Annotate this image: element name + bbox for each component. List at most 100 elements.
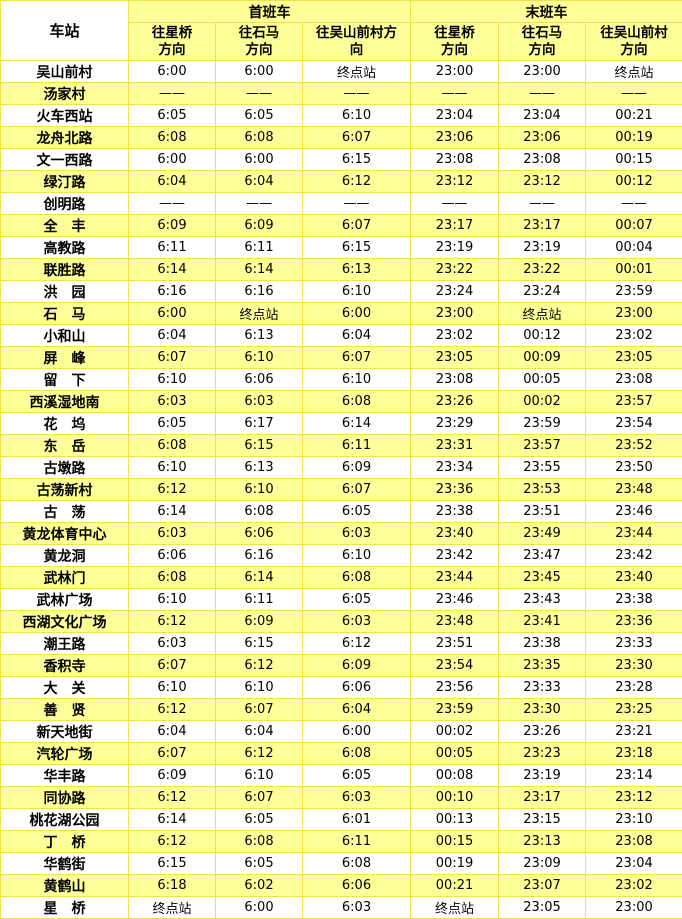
table-row: 丁 桥 6:12 6:08 6:11 00:15 23:13 23:08 xyxy=(0,830,682,853)
time-cell: 00:12 xyxy=(585,170,682,193)
time-cell: 23:15 xyxy=(498,808,587,831)
time-cell: 23:54 xyxy=(585,412,682,435)
time-cell: 23:09 xyxy=(498,852,587,875)
station-cell: 黄龙洞 xyxy=(0,544,129,567)
time-cell: 6:16 xyxy=(215,280,303,303)
time-cell: 6:05 xyxy=(301,500,412,523)
table-row: 古墩路 6:10 6:13 6:09 23:34 23:55 23:50 xyxy=(0,456,682,479)
station-cell: 绿汀路 xyxy=(0,170,129,193)
station-cell: 武林广场 xyxy=(0,588,129,611)
time-cell: 6:00 xyxy=(128,60,216,83)
time-cell: 23:24 xyxy=(410,280,500,303)
table-row: 绿汀路 6:04 6:04 6:12 23:12 23:12 00:12 xyxy=(0,170,682,193)
time-cell: 6:14 xyxy=(301,412,412,435)
station-cell: 花 坞 xyxy=(0,412,129,435)
time-cell: 23:17 xyxy=(498,214,587,237)
time-cell: 00:15 xyxy=(410,830,500,853)
station-cell: 善 贤 xyxy=(0,698,129,721)
time-cell: 23:14 xyxy=(585,764,682,787)
time-cell: 6:00 xyxy=(215,896,303,919)
time-cell: 23:02 xyxy=(410,324,500,347)
time-cell: 6:09 xyxy=(215,610,303,633)
time-cell: 6:13 xyxy=(215,456,303,479)
time-cell: —— xyxy=(585,82,682,105)
time-cell: 6:07 xyxy=(128,742,216,765)
time-cell: 23:22 xyxy=(498,258,587,281)
time-cell: 6:12 xyxy=(128,698,216,721)
time-cell: 6:12 xyxy=(128,830,216,853)
time-cell: —— xyxy=(128,192,216,215)
time-cell: 6:08 xyxy=(215,126,303,149)
time-cell: 6:11 xyxy=(215,236,303,259)
direction-header-first-xingqiao: 往星桥 方向 xyxy=(128,22,216,61)
time-cell: 23:06 xyxy=(498,126,587,149)
table-row: 汽轮广场 6:07 6:12 6:08 00:05 23:23 23:18 xyxy=(0,742,682,765)
station-cell: 华丰路 xyxy=(0,764,129,787)
station-cell: 桃花湖公园 xyxy=(0,808,129,831)
station-cell: 汽轮广场 xyxy=(0,742,129,765)
time-cell: 6:08 xyxy=(301,390,412,413)
time-cell: 6:01 xyxy=(301,808,412,831)
station-cell: 黄鹤山 xyxy=(0,874,129,897)
table-row: 火车西站 6:05 6:05 6:10 23:04 23:04 00:21 xyxy=(0,104,682,127)
time-cell: 6:14 xyxy=(128,808,216,831)
time-cell: 00:15 xyxy=(585,148,682,171)
time-cell: 6:05 xyxy=(215,104,303,127)
table-row: 留 下 6:10 6:06 6:10 23:08 00:05 23:08 xyxy=(0,368,682,391)
table-row: 武林广场 6:10 6:11 6:05 23:46 23:43 23:38 xyxy=(0,588,682,611)
time-cell: 00:02 xyxy=(498,390,587,413)
station-cell: 创明路 xyxy=(0,192,129,215)
time-cell: 6:04 xyxy=(215,170,303,193)
time-cell: 6:15 xyxy=(215,632,303,655)
time-cell: 终点站 xyxy=(215,302,303,325)
station-cell: 文一西路 xyxy=(0,148,129,171)
time-cell: 6:07 xyxy=(301,346,412,369)
time-cell: 23:26 xyxy=(410,390,500,413)
time-cell: 23:00 xyxy=(410,60,500,83)
direction-header-last-wushanqiancun: 往吴山前村 方向 xyxy=(585,22,682,61)
time-cell: 00:05 xyxy=(410,742,500,765)
table-row: 洪 园 6:16 6:16 6:10 23:24 23:24 23:59 xyxy=(0,280,682,303)
time-cell: 23:30 xyxy=(585,654,682,677)
time-cell: 23:36 xyxy=(585,610,682,633)
time-cell: 23:13 xyxy=(498,830,587,853)
station-cell: 龙舟北路 xyxy=(0,126,129,149)
time-cell: 6:03 xyxy=(128,522,216,545)
time-cell: 6:06 xyxy=(128,544,216,567)
table-row: 华鹤街 6:15 6:05 6:08 00:19 23:09 23:04 xyxy=(0,852,682,875)
time-cell: 6:10 xyxy=(215,346,303,369)
timetable-header: 车站 首班车 末班车 往星桥 方向 往石马 方向 往吴山前村方 向 往星桥 方向… xyxy=(0,0,682,61)
time-cell: 23:29 xyxy=(410,412,500,435)
time-cell: 6:11 xyxy=(301,434,412,457)
time-cell: 6:02 xyxy=(215,874,303,897)
time-cell: 6:05 xyxy=(128,412,216,435)
time-cell: 6:03 xyxy=(301,896,412,919)
station-cell: 星 桥 xyxy=(0,896,129,919)
station-cell: 洪 园 xyxy=(0,280,129,303)
time-cell: 6:16 xyxy=(128,280,216,303)
time-cell: 23:00 xyxy=(585,896,682,919)
time-cell: 6:09 xyxy=(301,654,412,677)
time-cell: —— xyxy=(128,82,216,105)
time-cell: 23:12 xyxy=(410,170,500,193)
time-cell: 6:10 xyxy=(301,368,412,391)
time-cell: 00:04 xyxy=(585,236,682,259)
time-cell: 00:05 xyxy=(498,368,587,391)
time-cell: 23:59 xyxy=(410,698,500,721)
station-cell: 小和山 xyxy=(0,324,129,347)
time-cell: 6:14 xyxy=(215,566,303,589)
station-cell: 东 岳 xyxy=(0,434,129,457)
table-row: 桃花湖公园 6:14 6:05 6:01 00:13 23:15 23:10 xyxy=(0,808,682,831)
time-cell: 6:08 xyxy=(128,566,216,589)
time-cell: 6:15 xyxy=(128,852,216,875)
time-cell: 6:08 xyxy=(128,126,216,149)
time-cell: 6:06 xyxy=(301,874,412,897)
time-cell: 23:05 xyxy=(498,896,587,919)
time-cell: 23:40 xyxy=(585,566,682,589)
table-row: 大 关 6:10 6:10 6:06 23:56 23:33 23:28 xyxy=(0,676,682,699)
time-cell: 6:18 xyxy=(128,874,216,897)
time-cell: 终点站 xyxy=(301,60,412,83)
station-cell: 香积寺 xyxy=(0,654,129,677)
time-cell: 6:10 xyxy=(215,764,303,787)
time-cell: —— xyxy=(301,192,412,215)
